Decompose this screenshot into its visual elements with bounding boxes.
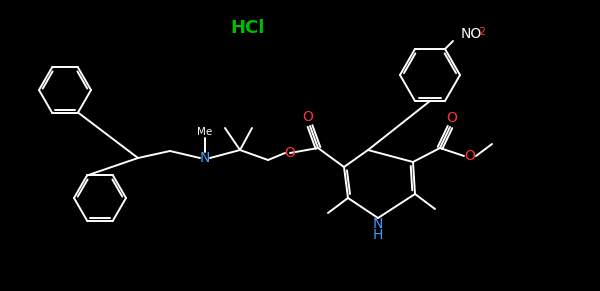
Text: N: N — [200, 151, 210, 165]
Text: N: N — [373, 217, 383, 231]
Text: O: O — [464, 149, 475, 163]
Text: HCl: HCl — [231, 19, 265, 37]
Text: H: H — [373, 228, 383, 242]
Text: O: O — [446, 111, 457, 125]
Text: NO: NO — [461, 27, 482, 41]
Text: O: O — [302, 110, 313, 124]
Text: 2: 2 — [478, 27, 485, 37]
Text: Me: Me — [197, 127, 212, 137]
Text: O: O — [284, 146, 295, 160]
